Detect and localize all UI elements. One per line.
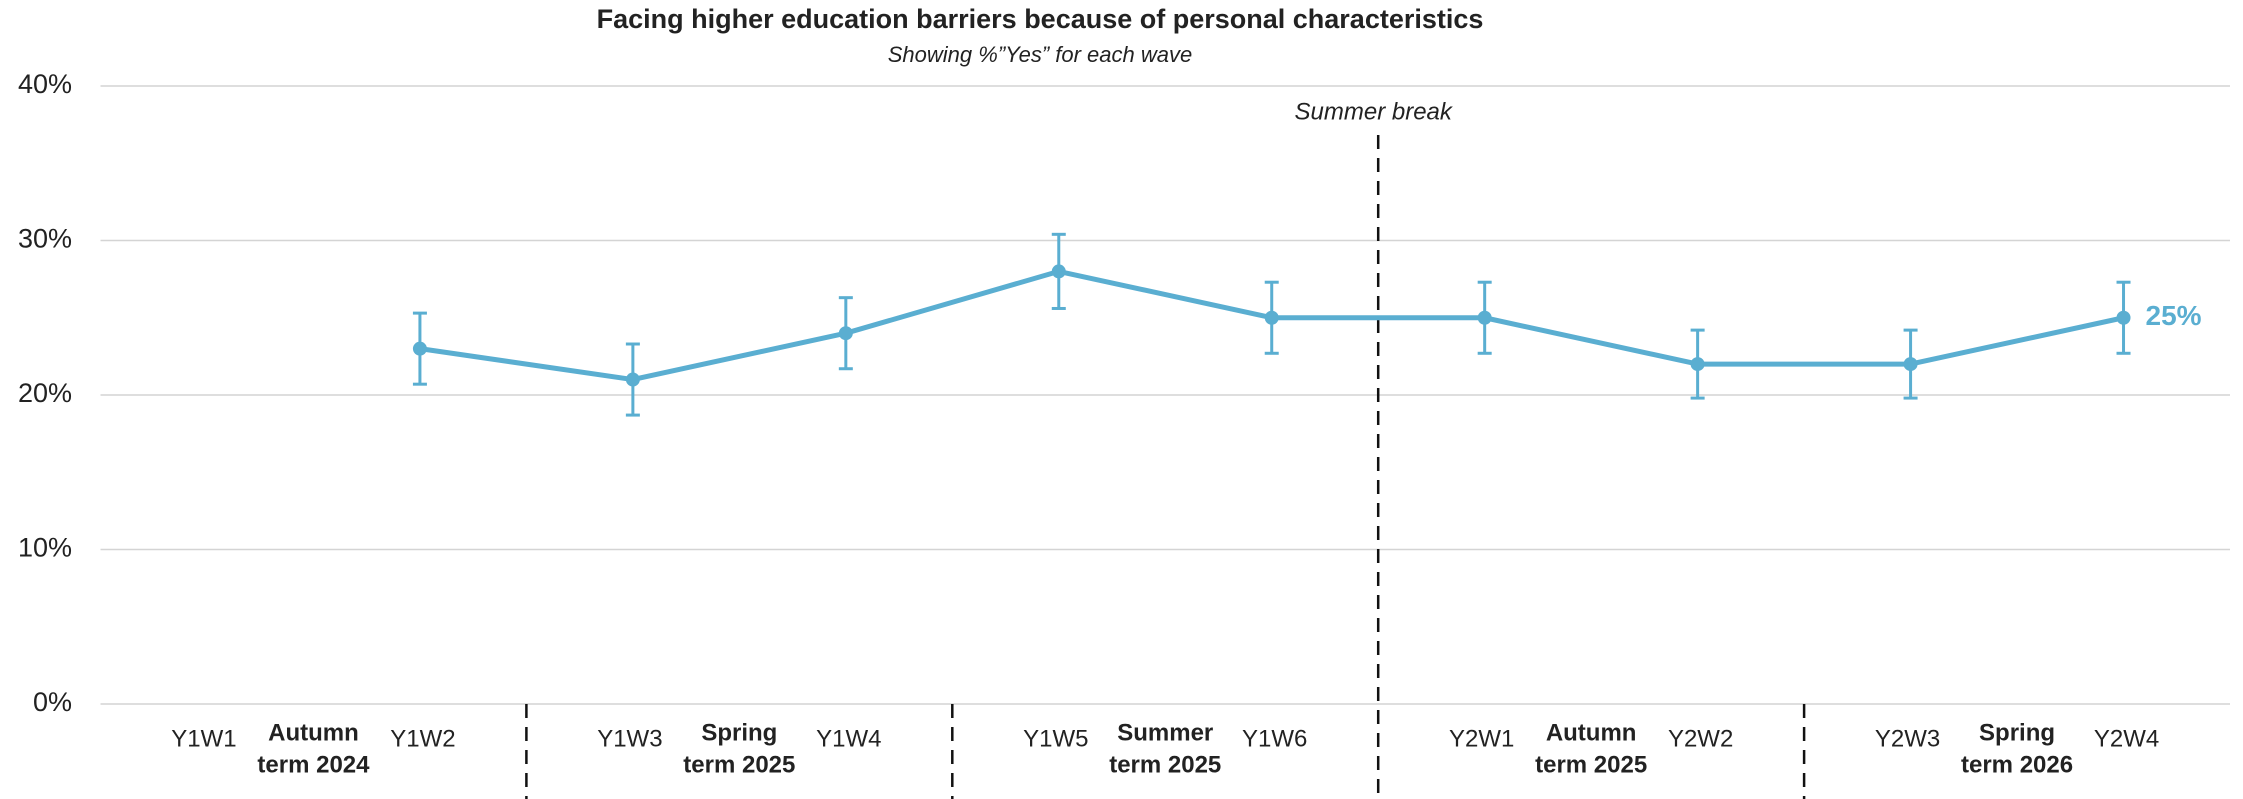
x-tick-label: Y2W1 — [1449, 725, 1514, 752]
term-label: term 2024 — [257, 751, 370, 778]
term-label: term 2025 — [1535, 751, 1647, 778]
chart-subtitle: Showing %”Yes” for each wave — [888, 42, 1193, 67]
point — [412, 341, 427, 356]
x-tick-label: Y1W1 — [171, 725, 236, 752]
point — [1477, 310, 1492, 325]
x-tick-label: Y1W2 — [390, 725, 455, 752]
term-label: term 2025 — [683, 751, 795, 778]
y-tick-label: 30% — [18, 224, 72, 254]
x-tick-label: Y1W3 — [597, 725, 662, 752]
term-label: Autumn — [268, 719, 359, 746]
x-tick-label: Y2W3 — [1875, 725, 1940, 752]
point — [625, 372, 640, 387]
term-label: Autumn — [1546, 719, 1637, 746]
x-tick-label: Y2W2 — [1668, 725, 1733, 752]
x-tick-label: Y1W5 — [1023, 725, 1088, 752]
chart-title: Facing higher education barriers because… — [597, 4, 1484, 34]
y-tick-label: 10% — [18, 533, 72, 563]
y-tick-label: 0% — [33, 687, 72, 717]
x-tick-label: Y1W4 — [816, 725, 881, 752]
point — [2116, 310, 2131, 325]
y-tick-label: 20% — [18, 378, 72, 408]
term-label: term 2025 — [1109, 751, 1221, 778]
point — [1903, 357, 1918, 372]
data-label: 25% — [2146, 300, 2202, 331]
point — [838, 326, 853, 341]
point — [1690, 357, 1705, 372]
term-label: Spring — [701, 719, 777, 746]
point — [1051, 264, 1066, 279]
annotation: Summer break — [1295, 98, 1454, 125]
y-tick-label: 40% — [18, 69, 72, 99]
x-tick-label: Y1W6 — [1242, 725, 1307, 752]
term-label: Spring — [1979, 719, 2055, 746]
term-label: term 2026 — [1961, 751, 2073, 778]
point — [1264, 310, 1279, 325]
term-label: Summer — [1117, 719, 1213, 746]
x-tick-label: Y2W4 — [2094, 725, 2159, 752]
